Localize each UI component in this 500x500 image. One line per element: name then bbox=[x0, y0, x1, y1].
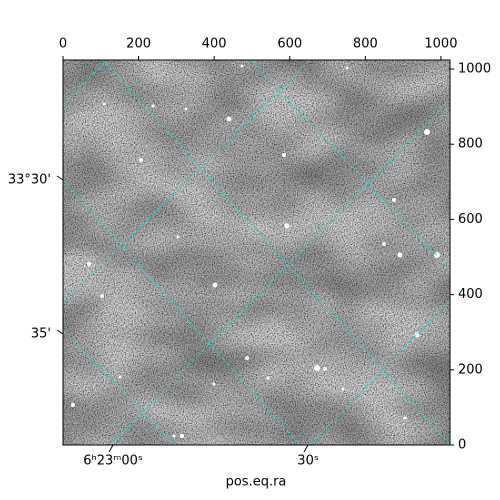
x-tick-label: 0 bbox=[59, 37, 67, 52]
x-tick-label: 800 bbox=[353, 37, 378, 52]
y-tick-label: 800 bbox=[458, 137, 483, 152]
dec-tick-label: 35' bbox=[31, 327, 51, 342]
coordinate-grid bbox=[63, 60, 450, 445]
x-tick-label: 1000 bbox=[424, 37, 457, 52]
x-tick-label: 600 bbox=[277, 37, 302, 52]
plot-frame bbox=[62, 59, 451, 446]
sky-image bbox=[63, 60, 450, 445]
x-axis-label: pos.eq.ra bbox=[226, 475, 287, 490]
x-tick-label: 400 bbox=[202, 37, 227, 52]
y-tick-label: 600 bbox=[458, 212, 483, 227]
ra-tick-label: 30ˢ bbox=[297, 454, 319, 469]
y-tick-label: 0 bbox=[458, 438, 466, 453]
x-tick-label: 200 bbox=[126, 37, 151, 52]
y-tick-label: 400 bbox=[458, 287, 483, 302]
wcs-ticks bbox=[56, 175, 309, 453]
dec-tick-label: 33°30' bbox=[8, 173, 51, 188]
y-tick-label: 1000 bbox=[458, 62, 491, 77]
y-tick-label: 200 bbox=[458, 362, 483, 377]
ra-tick-label: 6ʰ23ᵐ00ˢ bbox=[83, 454, 143, 469]
